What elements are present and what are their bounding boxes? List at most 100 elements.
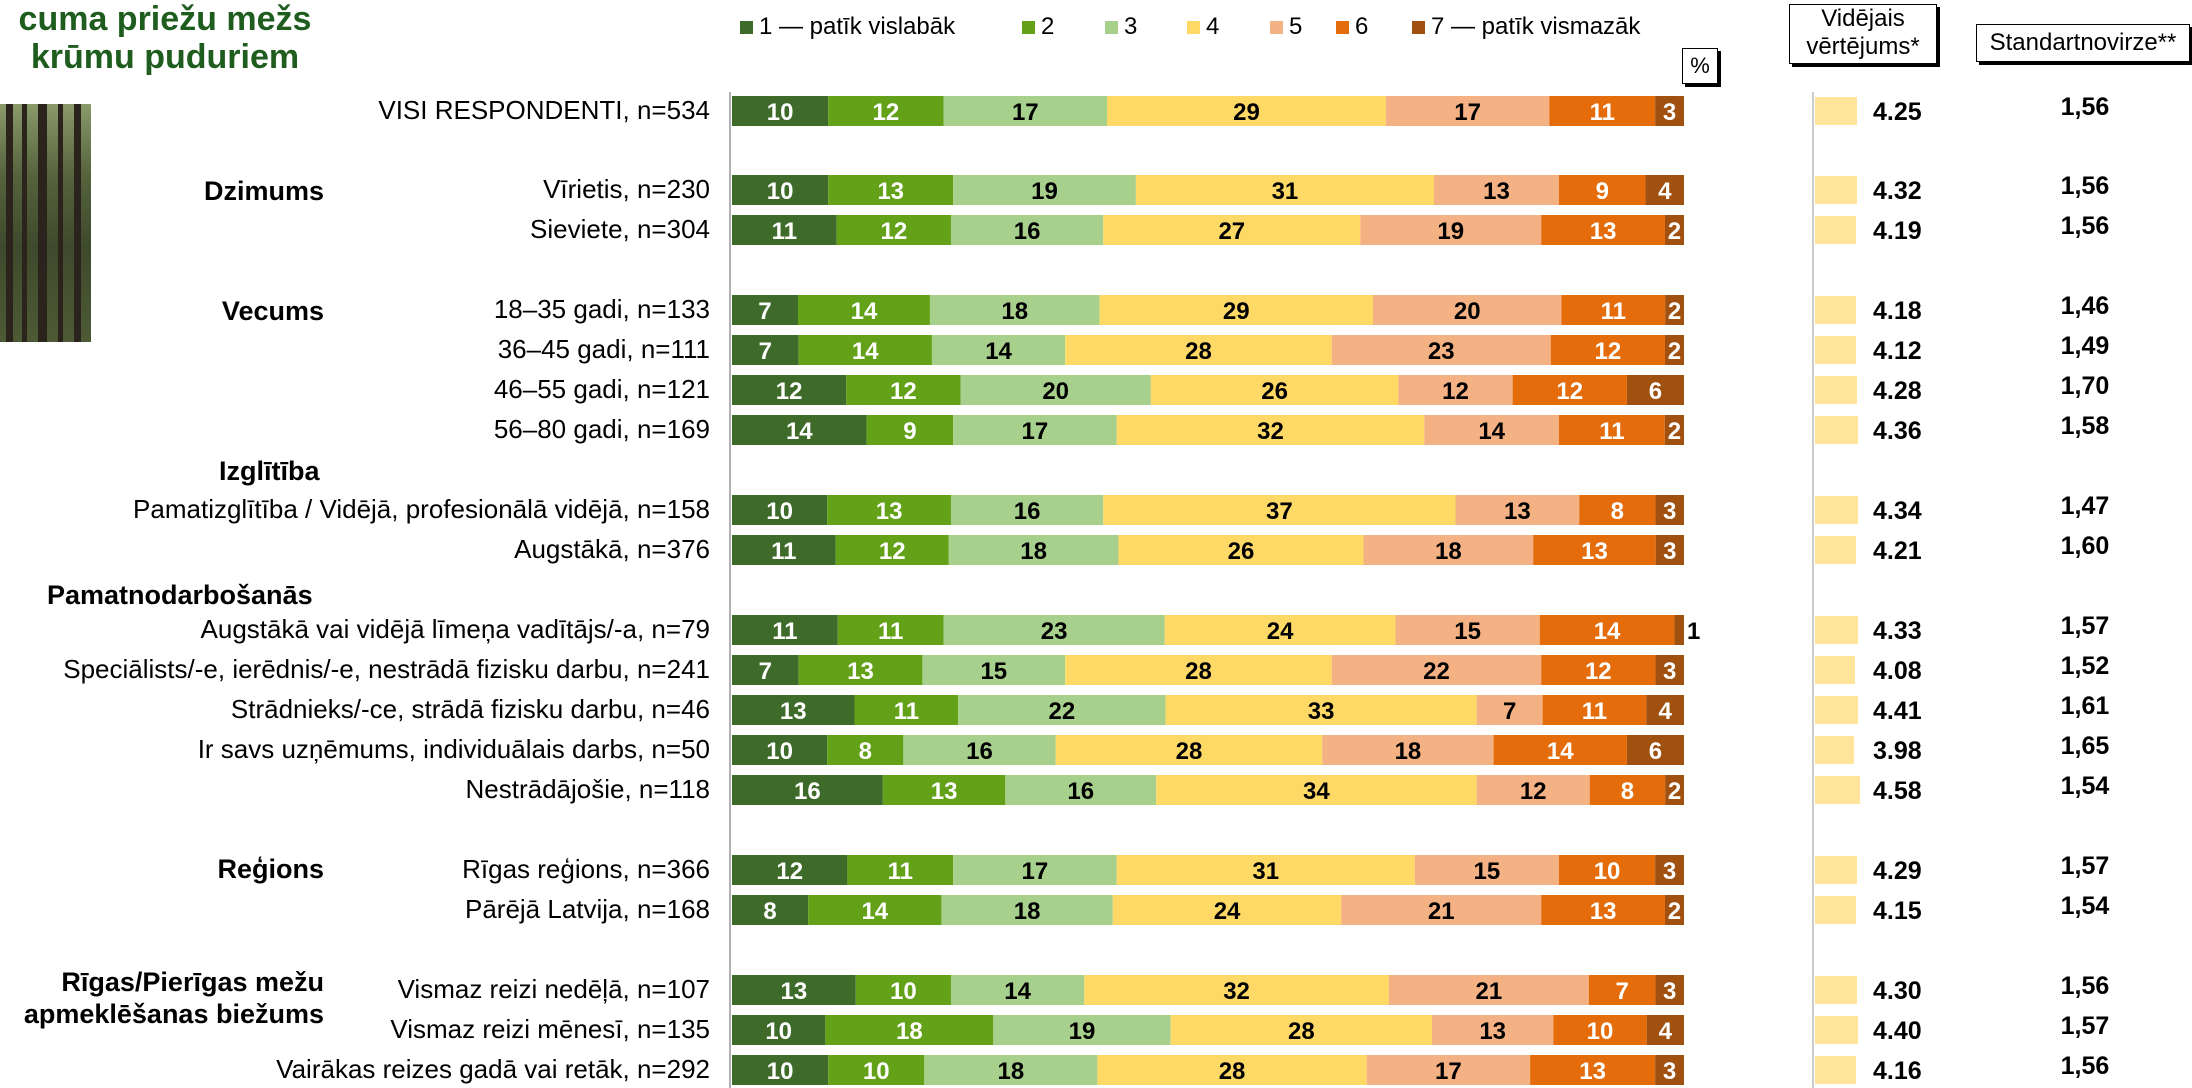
data-label: 18 — [896, 1018, 923, 1045]
data-label: 29 — [1223, 298, 1250, 325]
bar-segment — [1655, 96, 1684, 126]
mean-bar — [1815, 376, 1858, 404]
mean-value: 4.40 — [1873, 1017, 1922, 1045]
bar-segment — [1103, 495, 1456, 525]
data-label: 12 — [776, 378, 803, 405]
mean-value: 4.41 — [1873, 697, 1922, 725]
legend-item: 4 — [1187, 12, 1219, 42]
bar-segment — [1097, 1055, 1367, 1085]
data-label: 3 — [1663, 658, 1676, 685]
sd-value: 1,56 — [2060, 172, 2110, 200]
data-label: 13 — [781, 978, 808, 1005]
data-label: 18 — [1001, 298, 1028, 325]
bar-segment — [953, 855, 1117, 885]
data-label: 23 — [1428, 338, 1455, 365]
bar-segment — [1579, 495, 1656, 525]
mean-bar — [1815, 496, 1858, 524]
percent-unit-label: % — [1682, 48, 1718, 84]
data-label: 14 — [1478, 418, 1505, 445]
mean-bar — [1815, 736, 1855, 764]
row-label: 46–55 gadi, n=121 — [493, 374, 710, 404]
data-label: 8 — [763, 898, 776, 925]
data-label: 4 — [1658, 698, 1672, 725]
mean-value: 4.32 — [1873, 177, 1922, 205]
bar-segment — [953, 175, 1136, 205]
data-label: 7 — [759, 338, 772, 365]
title-line: cuma priežu mežs — [18, 0, 312, 38]
bar-segment — [1107, 96, 1386, 126]
bar-segment — [1665, 775, 1684, 805]
data-label: 26 — [1228, 538, 1255, 565]
bar-segment — [1116, 415, 1425, 445]
bar-segment — [1664, 335, 1684, 365]
data-label: 6 — [1649, 378, 1662, 405]
bar-segment — [1589, 775, 1666, 805]
bar-segment — [732, 895, 809, 925]
bar-segment — [1150, 375, 1399, 405]
bar-segment — [836, 215, 951, 245]
data-label: 15 — [980, 658, 1007, 685]
bar-segment — [1341, 895, 1542, 925]
legend-item: 3 — [1105, 12, 1137, 42]
legend-swatch — [1412, 20, 1425, 34]
data-label: 28 — [1185, 338, 1212, 365]
mean-bar — [1815, 1016, 1859, 1044]
bar-segment — [1164, 615, 1396, 645]
data-label: 17 — [1454, 99, 1481, 126]
bar-segment — [1372, 295, 1562, 325]
bar-segment — [828, 175, 954, 205]
bar-segment — [1512, 375, 1627, 405]
data-label: 3 — [1663, 858, 1676, 885]
bar-segment — [827, 495, 951, 525]
bar-segment — [1395, 615, 1540, 645]
bar-segment — [797, 295, 930, 325]
mean-value: 4.19 — [1873, 217, 1922, 245]
mean-bar — [1815, 296, 1857, 324]
bar-segment — [732, 695, 855, 725]
mean-value: 4.16 — [1873, 1057, 1922, 1085]
data-label: 14 — [861, 898, 888, 925]
data-label: 13 — [877, 178, 904, 205]
row-label: VISI RESPONDENTI, n=534 — [378, 95, 710, 125]
bar-segment — [798, 655, 923, 685]
mean-value: 3.98 — [1873, 737, 1922, 765]
data-label: 19 — [1069, 1018, 1096, 1045]
mean-value: 4.36 — [1873, 417, 1922, 445]
mean-bar — [1815, 336, 1856, 364]
row-label: Pamatizglītība / Vidējā, profesionālā vi… — [133, 494, 710, 524]
data-label: 11 — [1599, 418, 1624, 445]
bar-segment — [1655, 1055, 1684, 1085]
data-label: 19 — [1437, 218, 1464, 245]
data-label: 17 — [1022, 858, 1049, 885]
bar-segment — [1135, 175, 1434, 205]
data-label: 24 — [1267, 618, 1294, 645]
mean-bar — [1815, 776, 1860, 804]
bar-segment — [732, 335, 799, 365]
data-label: 10 — [1587, 1018, 1614, 1045]
sd-value: 1,49 — [2060, 332, 2110, 360]
data-label: 2 — [1668, 338, 1681, 365]
bar-segment — [1476, 775, 1590, 805]
mean-value: 4.28 — [1873, 377, 1922, 405]
data-label: 14 — [1594, 618, 1621, 645]
bar-segment — [1541, 215, 1665, 245]
data-label: 7 — [1503, 698, 1516, 725]
data-label: 10 — [765, 1018, 792, 1045]
bar-segment — [1476, 695, 1543, 725]
sd-value: 1,57 — [2060, 1012, 2110, 1040]
bar-segment — [1165, 695, 1477, 725]
row-label: 36–45 gadi, n=111 — [497, 334, 710, 364]
bar-segment — [1112, 895, 1342, 925]
bar-segment — [950, 975, 1085, 1005]
data-label: 34 — [1303, 778, 1330, 805]
group-label: Reģions — [217, 854, 324, 884]
row-label: Rīgas reģions, n=366 — [462, 854, 710, 884]
bar-segment — [732, 655, 799, 685]
data-label: 12 — [879, 538, 906, 565]
bar-segment — [1331, 655, 1542, 685]
data-label: 14 — [852, 338, 879, 365]
data-label: 4 — [1659, 1018, 1673, 1045]
bar-segment — [732, 1055, 829, 1085]
bar-segment — [1530, 1055, 1656, 1085]
bar-segment — [732, 215, 837, 245]
